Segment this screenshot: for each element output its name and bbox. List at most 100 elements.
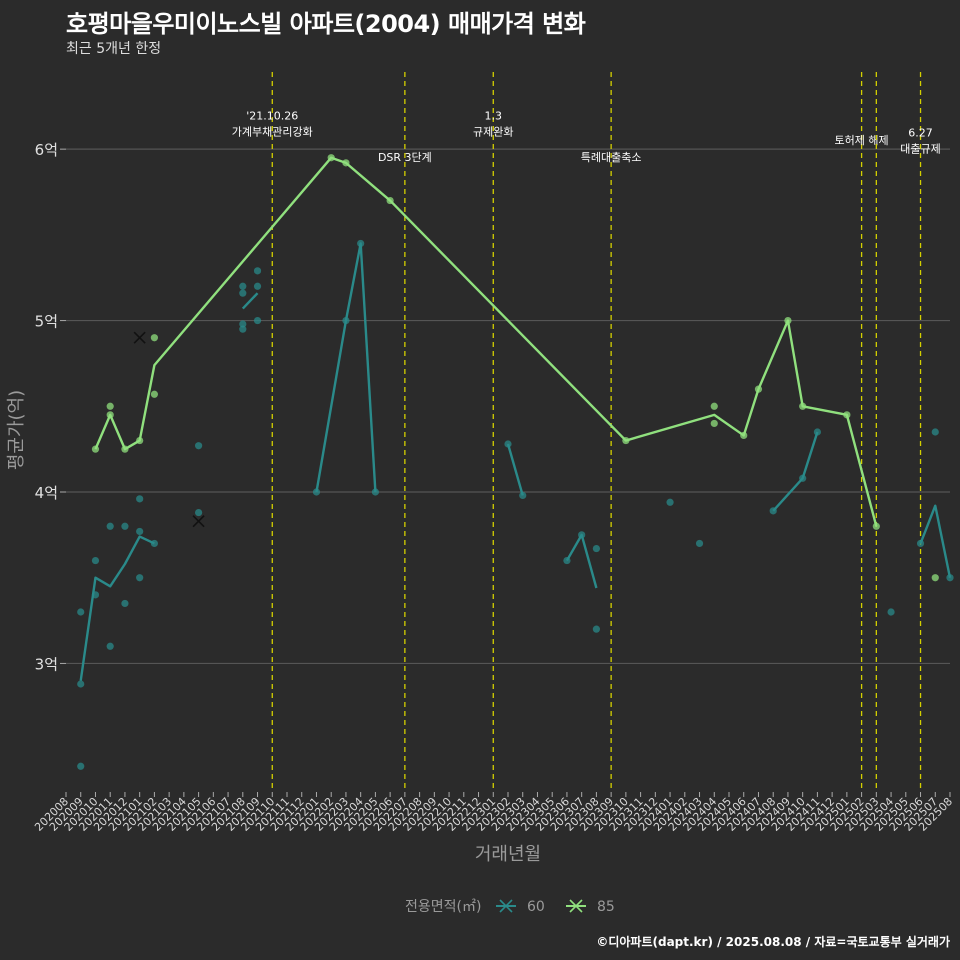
series-60-point — [519, 491, 527, 500]
series-60-point — [946, 574, 954, 582]
series-85-cross-point — [133, 331, 146, 344]
series-60-point — [253, 282, 262, 290]
series-60-point — [769, 507, 777, 515]
chart-title: 호평마을우미이노스빌 아파트(2004) 매매가격 변화 — [66, 10, 586, 38]
series-60-point — [136, 574, 144, 582]
event-label: DSR 3단계 — [378, 151, 432, 164]
series-85-point — [91, 445, 100, 453]
y-axis-title: 평균가(억) — [6, 390, 27, 470]
series-60-line — [241, 292, 259, 310]
series-60-point — [253, 267, 262, 275]
series-60-line — [919, 504, 952, 578]
legend-key-cross — [569, 899, 583, 913]
series-60-point — [91, 591, 100, 599]
event-label: 토허제 해제 — [835, 133, 889, 147]
series-60-line — [315, 242, 377, 493]
series-60-point — [695, 539, 704, 548]
series-85-point — [872, 522, 880, 530]
series-60-point — [504, 440, 512, 448]
x-axis-title: 거래년월 — [475, 844, 541, 865]
series-60-point — [813, 428, 822, 436]
event-label-line: 6.27 — [908, 127, 933, 140]
series-60-point — [77, 608, 85, 616]
event-label-line: 가계부채관리강화 — [232, 125, 313, 138]
series-85-point — [754, 385, 763, 393]
series-85-point — [710, 402, 718, 410]
series-60-point — [195, 508, 203, 517]
series-60-point — [592, 625, 601, 633]
series-85-point — [121, 445, 129, 453]
series-60-point — [239, 289, 247, 297]
series-60-line — [772, 431, 819, 512]
series-60-point — [77, 680, 85, 688]
cross-stroke — [133, 331, 146, 344]
series-85-point — [843, 411, 851, 419]
series-60-point — [578, 531, 586, 539]
legend-label: 85 — [597, 899, 615, 915]
event-label: '21.10.26 가계부채관리강화 — [232, 109, 313, 138]
event-label: 1.3 규제완화 — [473, 109, 513, 138]
y-tick-label: 6억 — [35, 141, 58, 159]
event-label: 특례대출축소 — [581, 151, 642, 164]
event-label-line: 규제완화 — [473, 125, 513, 138]
event-label: 6.27 대출규제 — [900, 127, 940, 156]
series-60-point — [77, 762, 85, 770]
series-60-point — [239, 282, 247, 290]
series-85-point — [106, 402, 114, 410]
source-caption: ©디아파트(dapt.kr) / 2025.08.08 / 자료=국토교통부 실… — [596, 935, 950, 949]
series-85-point — [342, 159, 350, 167]
series-85-point — [386, 196, 394, 205]
legend-item-60: 60 — [496, 899, 545, 915]
cross-stroke — [192, 515, 205, 528]
event-label-line: 토허제 해제 — [835, 133, 889, 147]
axis-layer: 3억4억5억6억20200820200920201020201120201220… — [32, 141, 955, 834]
series-60-point — [253, 316, 262, 325]
chart-subtitle: 최근 5개년 한정 — [66, 41, 162, 57]
series-85-point — [136, 436, 144, 445]
series-60-point — [121, 522, 129, 530]
series-60-point — [666, 498, 674, 506]
series-60-point — [106, 642, 114, 650]
series-60-line — [79, 535, 155, 681]
series-85-point — [327, 154, 335, 162]
y-tick-label: 3억 — [35, 655, 58, 673]
event-label-line: 1.3 — [485, 109, 503, 122]
series-60-line — [565, 533, 598, 589]
series-60-point — [195, 442, 203, 450]
series-85-point — [150, 390, 158, 398]
series-85-point — [784, 316, 792, 325]
series-85-point — [710, 419, 718, 428]
series-60-point — [592, 544, 601, 553]
series-60-point — [342, 316, 350, 325]
series-60-point — [239, 325, 247, 333]
series-85-point — [106, 411, 114, 419]
series-85-point — [740, 431, 748, 440]
legend-label: 60 — [527, 899, 545, 915]
series-85-line — [94, 156, 878, 527]
series-60-point — [239, 320, 247, 328]
event-label-line: DSR 3단계 — [378, 151, 432, 164]
y-tick-label: 5억 — [35, 313, 58, 331]
legend-title: 전용면적(㎡) — [405, 899, 481, 915]
series-60-point — [931, 428, 939, 436]
y-tick-label: 4억 — [35, 484, 58, 502]
series-85-point — [931, 574, 939, 582]
series-60-point — [916, 539, 925, 548]
legend-key-cross — [499, 899, 513, 913]
series-60-cross-point — [192, 515, 205, 528]
series-60-line — [506, 443, 524, 496]
event-label-line: 특례대출축소 — [581, 151, 642, 164]
event-label-line: 대출규제 — [900, 143, 940, 156]
legend: 전용면적(㎡) 60 85 — [405, 899, 615, 915]
series-85-point — [622, 436, 630, 445]
series-60-point — [357, 239, 365, 248]
series-60-point — [91, 556, 100, 565]
series-60-point — [150, 539, 158, 548]
series-60-point — [799, 474, 807, 482]
series-85-point — [150, 334, 158, 342]
series-layer — [77, 154, 954, 770]
legend-items: 60 85 — [496, 899, 615, 915]
series-60-point — [371, 488, 379, 496]
series-60-point — [563, 556, 571, 565]
